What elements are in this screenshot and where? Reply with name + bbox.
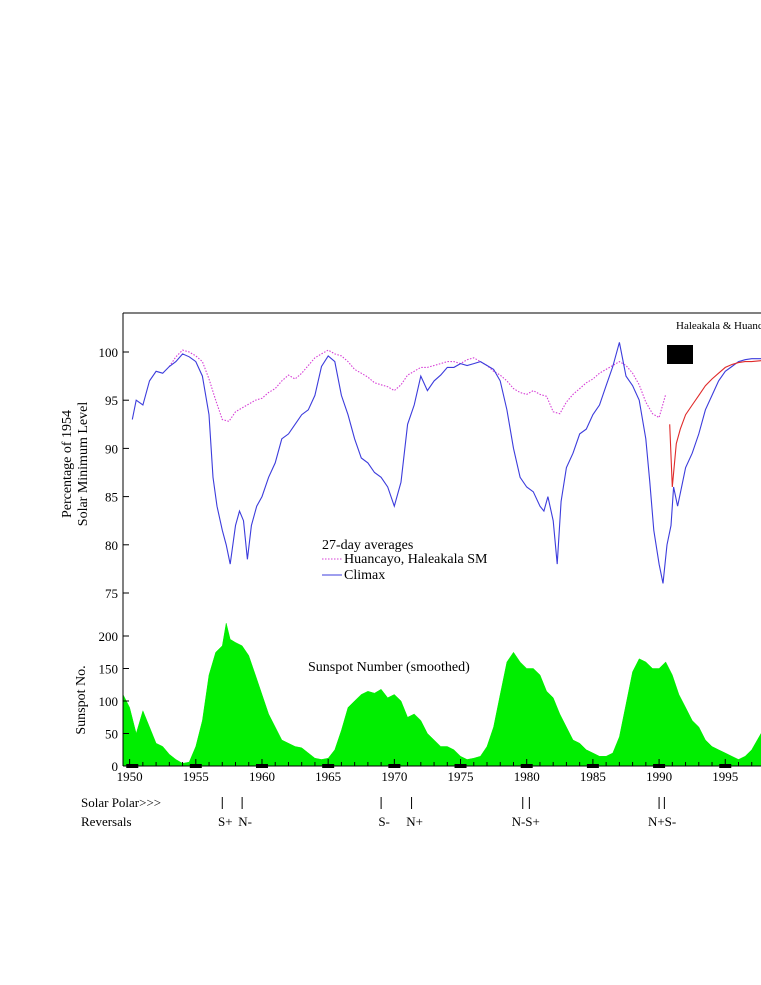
y-tick-label-75: 75 [105,586,118,601]
cosmic-ray-panel: 75 80 85 90 95 100 Percentage of 1954 Solar M… [60,320,761,601]
reversal-label-4: N-S+ [512,814,540,829]
y-axis-label-line-1: Percentage of 1954 [60,410,75,518]
sunspot-y-tick-label-150: 150 [99,662,119,677]
reversal-label-6: N+S- [648,814,676,829]
x-tick-label-1965: 1965 [315,769,341,784]
sunspot-title: Sunspot Number (smoothed) [308,660,470,675]
y-axis-label-line-2: Solar Minimum Level [76,402,91,527]
cosmic-ray-y-axis: 75 80 85 90 95 100 [99,345,129,601]
x-tick-label-1970: 1970 [381,769,407,784]
reversal-label-2: S- [378,814,390,829]
solar-minimum-bars [126,764,732,768]
series-line-0 [168,349,667,423]
solar-minimum-bar-6 [520,764,533,768]
legend: 27-day averages Huancayo, Haleakala SM C… [322,538,488,583]
sunspot-panel: 0 50 100 150 200 1950 1955 1960 1965 1970 1975 198… [74,622,761,784]
corner-label: Haleakala & Huanc [676,320,761,332]
x-tick-label-1950: 1950 [117,769,143,784]
reversal-label-0: S+ [218,814,233,829]
solar-minimum-bar-9 [719,764,732,768]
solar-minimum-bar-4 [388,764,401,768]
sunspot-y-tick-label-100: 100 [99,694,119,709]
y-tick-label-85: 85 [105,490,118,505]
solar-minimum-bar-7 [586,764,599,768]
x-tick-label-1990: 1990 [646,769,672,784]
reversals-subheading: Reversals [81,814,132,829]
sunspot-y-tick-label-0: 0 [112,759,119,774]
x-tick-label-1975: 1975 [448,769,474,784]
legend-entry-climax: Climax [344,568,385,583]
polar-reversals: Solar Polar>>> Reversals S+ N- S- N+ N-S+ N+S… [81,795,676,829]
sunspot-y-tick-label-200: 200 [99,629,119,644]
y-tick-label-80: 80 [105,538,118,553]
solar-minimum-bar-5 [454,764,467,768]
sunspot-y-axis-label: Sunspot No. [74,665,89,734]
x-tick-label-1960: 1960 [249,769,275,784]
sunspot-y-tick-label-50: 50 [105,727,118,742]
cosmic-ray-series [131,342,761,584]
series-line-1 [131,342,761,584]
solar-minimum-bar-0 [126,764,139,768]
data-gap-marker [667,345,693,364]
y-tick-label-90: 90 [105,441,118,456]
reversal-label-1: N- [238,814,252,829]
sunspot-series [122,622,761,767]
sunspot-area [122,622,761,767]
x-tick-label-1985: 1985 [580,769,606,784]
year-x-axis: 1950 1955 1960 1965 1970 1975 1980 1985 1990 1995 [117,759,753,784]
y-tick-label-95: 95 [105,393,118,408]
x-tick-label-1955: 1955 [183,769,209,784]
x-tick-label-1995: 1995 [712,769,738,784]
reversal-label-3: N+ [406,814,423,829]
sunspot-y-axis: 0 50 100 150 200 [99,629,129,774]
reversals-heading: Solar Polar>>> [81,795,161,810]
legend-entry-huancayo: Huancayo, Haleakala SM [344,552,488,567]
legend-heading: 27-day averages [322,538,413,553]
solar-minimum-bar-1 [189,764,202,768]
solar-minimum-bar-8 [653,764,666,768]
x-tick-label-1980: 1980 [514,769,540,784]
y-tick-label-100: 100 [99,345,119,360]
solar-minimum-bar-2 [255,764,268,768]
solar-minimum-bar-3 [322,764,335,768]
series-line-2 [669,360,761,488]
